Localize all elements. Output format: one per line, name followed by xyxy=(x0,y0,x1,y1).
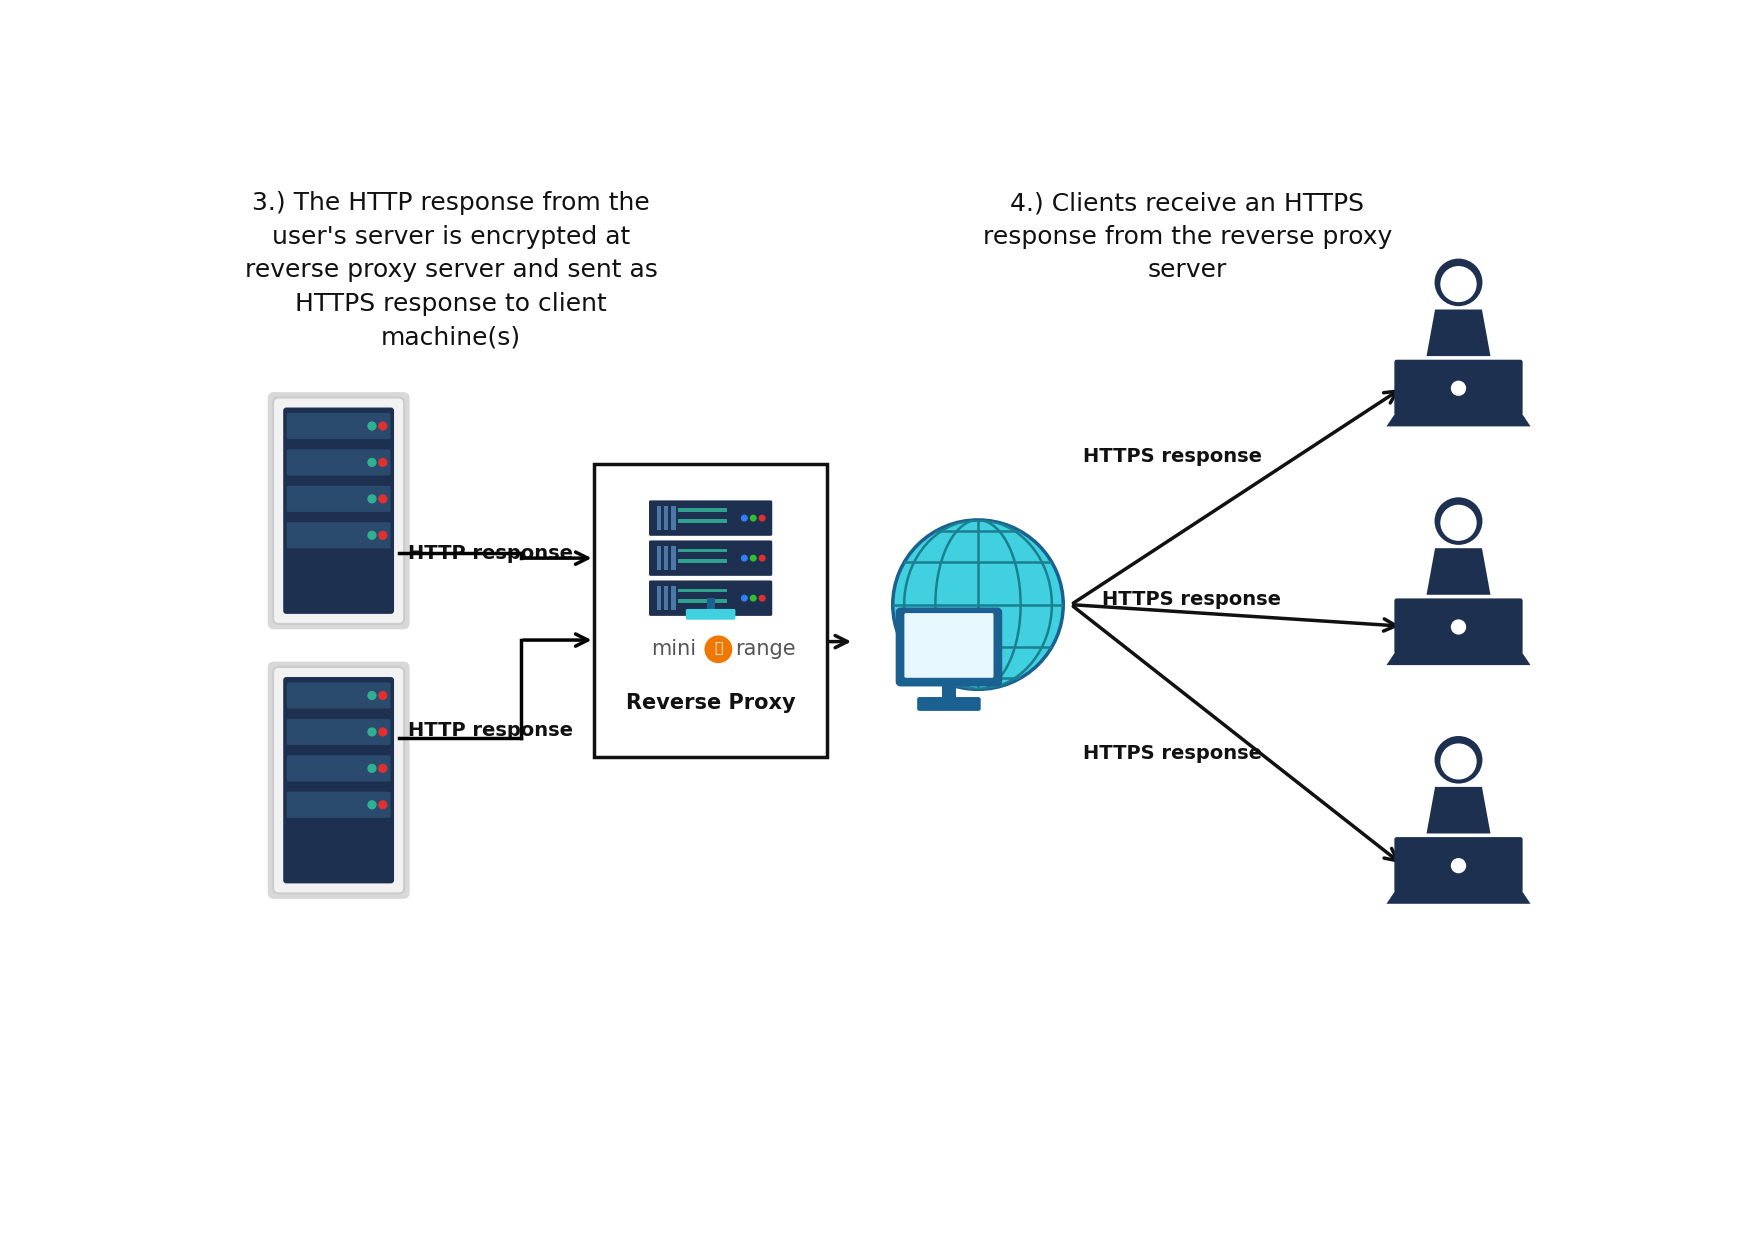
Bar xyxy=(671,546,676,570)
Circle shape xyxy=(759,554,766,562)
Text: 4.) Clients receive an HTTPS
response from the reverse proxy
server: 4.) Clients receive an HTTPS response fr… xyxy=(982,191,1391,283)
Circle shape xyxy=(1435,737,1482,784)
FancyBboxPatch shape xyxy=(1395,599,1523,653)
Circle shape xyxy=(741,515,748,522)
Circle shape xyxy=(1435,259,1482,306)
FancyBboxPatch shape xyxy=(685,609,736,620)
FancyBboxPatch shape xyxy=(287,682,390,708)
Bar xyxy=(664,585,668,610)
FancyBboxPatch shape xyxy=(273,398,404,624)
Circle shape xyxy=(378,764,388,773)
Circle shape xyxy=(367,728,376,737)
Bar xyxy=(678,559,727,563)
FancyBboxPatch shape xyxy=(649,580,773,616)
Circle shape xyxy=(367,422,376,430)
FancyBboxPatch shape xyxy=(897,609,1000,684)
Bar xyxy=(664,506,668,531)
Circle shape xyxy=(1451,858,1467,873)
Circle shape xyxy=(378,531,388,539)
FancyBboxPatch shape xyxy=(287,719,390,745)
Text: 3.) The HTTP response from the
user's server is encrypted at
reverse proxy serve: 3.) The HTTP response from the user's se… xyxy=(245,191,657,350)
Bar xyxy=(671,585,676,610)
FancyBboxPatch shape xyxy=(287,413,390,439)
Polygon shape xyxy=(1426,310,1491,356)
Circle shape xyxy=(378,728,388,737)
Text: HTTPS response: HTTPS response xyxy=(1101,590,1281,609)
Circle shape xyxy=(1451,381,1467,396)
FancyBboxPatch shape xyxy=(273,667,404,893)
Circle shape xyxy=(378,458,388,467)
Text: HTTPS response: HTTPS response xyxy=(1082,744,1262,763)
Circle shape xyxy=(1440,267,1477,303)
Circle shape xyxy=(750,595,757,601)
Circle shape xyxy=(367,531,376,539)
Bar xyxy=(678,589,727,591)
Circle shape xyxy=(750,515,757,522)
Circle shape xyxy=(367,764,376,773)
Text: Reverse Proxy: Reverse Proxy xyxy=(626,693,795,713)
Polygon shape xyxy=(1386,650,1531,665)
Circle shape xyxy=(741,554,748,562)
Circle shape xyxy=(378,495,388,503)
Bar xyxy=(664,546,668,570)
FancyBboxPatch shape xyxy=(287,486,390,512)
Bar xyxy=(678,520,727,523)
Bar xyxy=(678,599,727,603)
FancyBboxPatch shape xyxy=(287,449,390,475)
Bar xyxy=(678,508,727,512)
FancyBboxPatch shape xyxy=(287,791,390,818)
Text: HTTP response: HTTP response xyxy=(409,720,573,739)
FancyBboxPatch shape xyxy=(1395,360,1523,415)
FancyBboxPatch shape xyxy=(918,697,981,711)
FancyBboxPatch shape xyxy=(649,541,773,575)
FancyBboxPatch shape xyxy=(287,755,390,781)
Text: range: range xyxy=(736,640,795,660)
Text: ⚿: ⚿ xyxy=(715,641,722,656)
Text: HTTPS response: HTTPS response xyxy=(1082,448,1262,466)
Bar xyxy=(657,546,661,570)
Bar xyxy=(671,506,676,531)
Bar xyxy=(657,585,661,610)
Circle shape xyxy=(759,515,766,522)
Polygon shape xyxy=(1386,889,1531,904)
Polygon shape xyxy=(1426,548,1491,595)
Circle shape xyxy=(378,800,388,810)
Circle shape xyxy=(367,495,376,503)
Circle shape xyxy=(750,554,757,562)
Circle shape xyxy=(704,635,732,663)
Polygon shape xyxy=(1426,787,1491,833)
Circle shape xyxy=(759,595,766,601)
Circle shape xyxy=(367,800,376,810)
FancyBboxPatch shape xyxy=(283,408,393,614)
FancyBboxPatch shape xyxy=(287,522,390,548)
FancyBboxPatch shape xyxy=(649,501,773,536)
Text: mini: mini xyxy=(652,640,697,660)
FancyBboxPatch shape xyxy=(594,465,827,758)
Circle shape xyxy=(367,458,376,467)
Bar xyxy=(657,506,661,531)
Circle shape xyxy=(1451,619,1467,635)
Circle shape xyxy=(1435,497,1482,544)
Circle shape xyxy=(741,595,748,601)
Circle shape xyxy=(1440,744,1477,780)
FancyBboxPatch shape xyxy=(283,677,393,883)
Circle shape xyxy=(1440,505,1477,541)
Circle shape xyxy=(893,520,1063,689)
FancyBboxPatch shape xyxy=(1395,837,1523,893)
Bar xyxy=(706,598,715,616)
Text: HTTP response: HTTP response xyxy=(409,543,573,563)
Circle shape xyxy=(378,691,388,701)
Circle shape xyxy=(367,691,376,701)
Circle shape xyxy=(378,422,388,430)
Bar xyxy=(942,678,956,703)
Bar xyxy=(678,548,727,552)
FancyBboxPatch shape xyxy=(267,392,409,629)
FancyBboxPatch shape xyxy=(267,662,409,899)
FancyBboxPatch shape xyxy=(904,613,993,678)
Polygon shape xyxy=(1386,412,1531,427)
